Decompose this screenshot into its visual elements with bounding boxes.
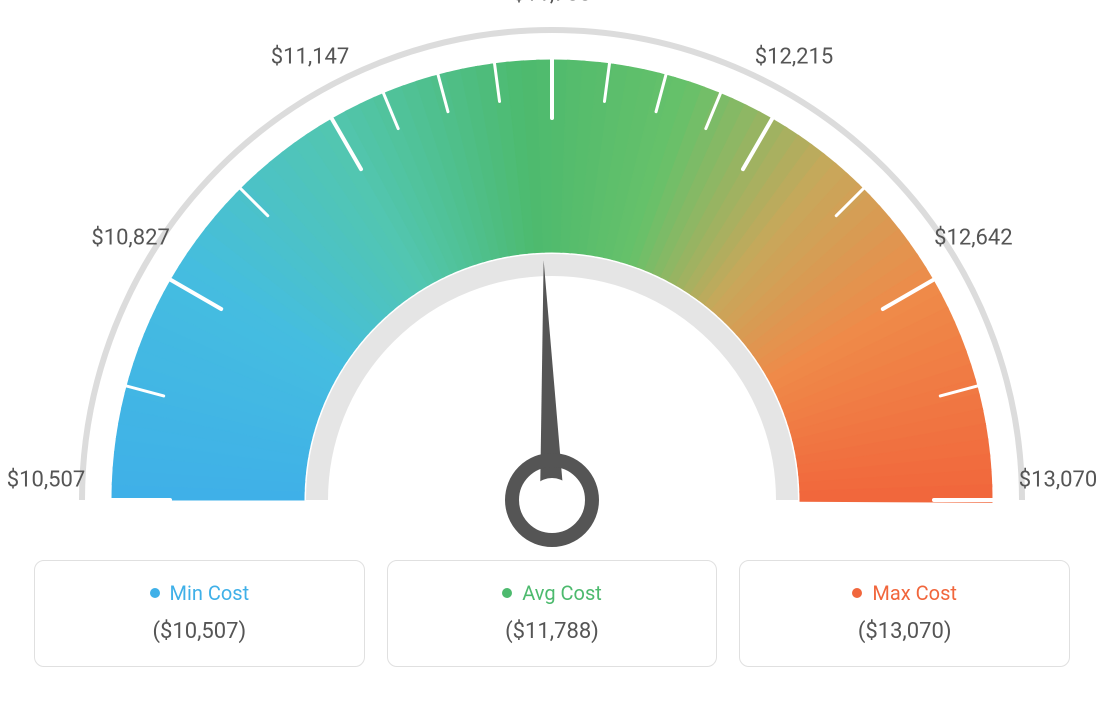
max-cost-label-row: Max Cost xyxy=(852,581,957,605)
min-cost-label: Min Cost xyxy=(170,581,250,605)
max-dot-icon xyxy=(852,588,862,598)
min-cost-label-row: Min Cost xyxy=(150,581,250,605)
gauge-svg xyxy=(0,0,1104,560)
gauge-tick-label: $13,070 xyxy=(1019,468,1098,493)
gauge-tick-label: $12,642 xyxy=(934,226,1013,251)
avg-cost-label: Avg Cost xyxy=(522,581,602,605)
gauge-tick-label: $12,215 xyxy=(755,44,834,69)
avg-cost-card: Avg Cost ($11,788) xyxy=(387,560,718,667)
max-cost-card: Max Cost ($13,070) xyxy=(739,560,1070,667)
avg-cost-value: ($11,788) xyxy=(388,619,717,644)
gauge-tick-label: $11,788 xyxy=(513,0,592,7)
gauge-tick-label: $11,147 xyxy=(271,44,350,69)
max-cost-value: ($13,070) xyxy=(740,619,1069,644)
gauge-tick-label: $10,507 xyxy=(7,468,86,493)
avg-cost-label-row: Avg Cost xyxy=(502,581,602,605)
gauge-tick-label: $10,827 xyxy=(91,226,170,251)
min-cost-card: Min Cost ($10,507) xyxy=(34,560,365,667)
min-dot-icon xyxy=(150,588,160,598)
gauge-chart: $10,507 $10,827 $11,147 $11,788 $12,215 $12,6… xyxy=(0,0,1104,560)
max-cost-label: Max Cost xyxy=(872,581,957,605)
avg-dot-icon xyxy=(502,588,512,598)
min-cost-value: ($10,507) xyxy=(35,619,364,644)
summary-cards: Min Cost ($10,507) Avg Cost ($11,788) Ma… xyxy=(0,560,1104,701)
